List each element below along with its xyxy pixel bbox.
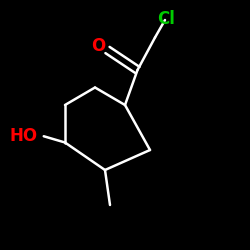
Text: O: O: [92, 37, 106, 55]
Text: HO: HO: [10, 127, 38, 145]
Text: Cl: Cl: [157, 10, 175, 28]
